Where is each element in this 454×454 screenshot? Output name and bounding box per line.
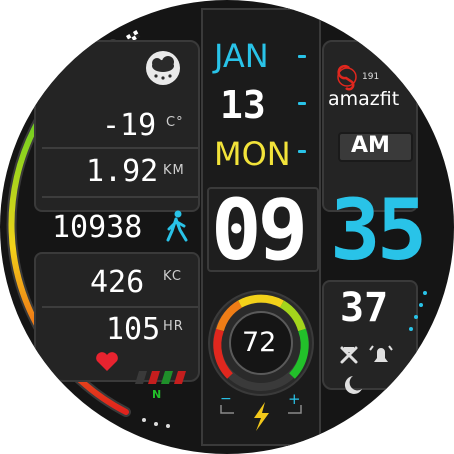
day-label: 13 [220,83,266,127]
brand-name: amazfit [328,88,400,110]
temperature-value: -19 [102,108,157,143]
flag-icon [340,346,358,364]
calories-unit: KC [163,269,182,284]
battery-value: 72 [242,327,277,358]
steps-value: 10938 [52,210,143,245]
moon-icon [344,376,362,394]
calories-value: 426 [90,265,145,300]
network-label: N [152,388,163,401]
right-bottom-panel [322,280,418,390]
alarm-bell-icon [369,345,393,362]
hour-panel [207,187,319,272]
heart-rate-unit: HR [163,319,184,334]
month-label: JAN [214,37,269,75]
am-pm-label: AM [351,133,390,158]
am-pm-badge [338,132,413,162]
right-top-panel [322,40,418,212]
distance-unit: KM [163,163,185,178]
weekday-label: MON [214,135,291,173]
brand-logo-number: 191 [362,72,380,82]
seconds-value: 37 [340,285,389,331]
battery-minus: − [220,391,232,407]
distance-value: 1.92 [86,154,159,189]
hour-value: 09 [211,181,308,279]
battery-plus: + [288,390,301,408]
heart-rate-value: 105 [106,312,161,347]
minute-value: 35 [330,181,427,279]
temperature-unit: C° [166,115,184,130]
